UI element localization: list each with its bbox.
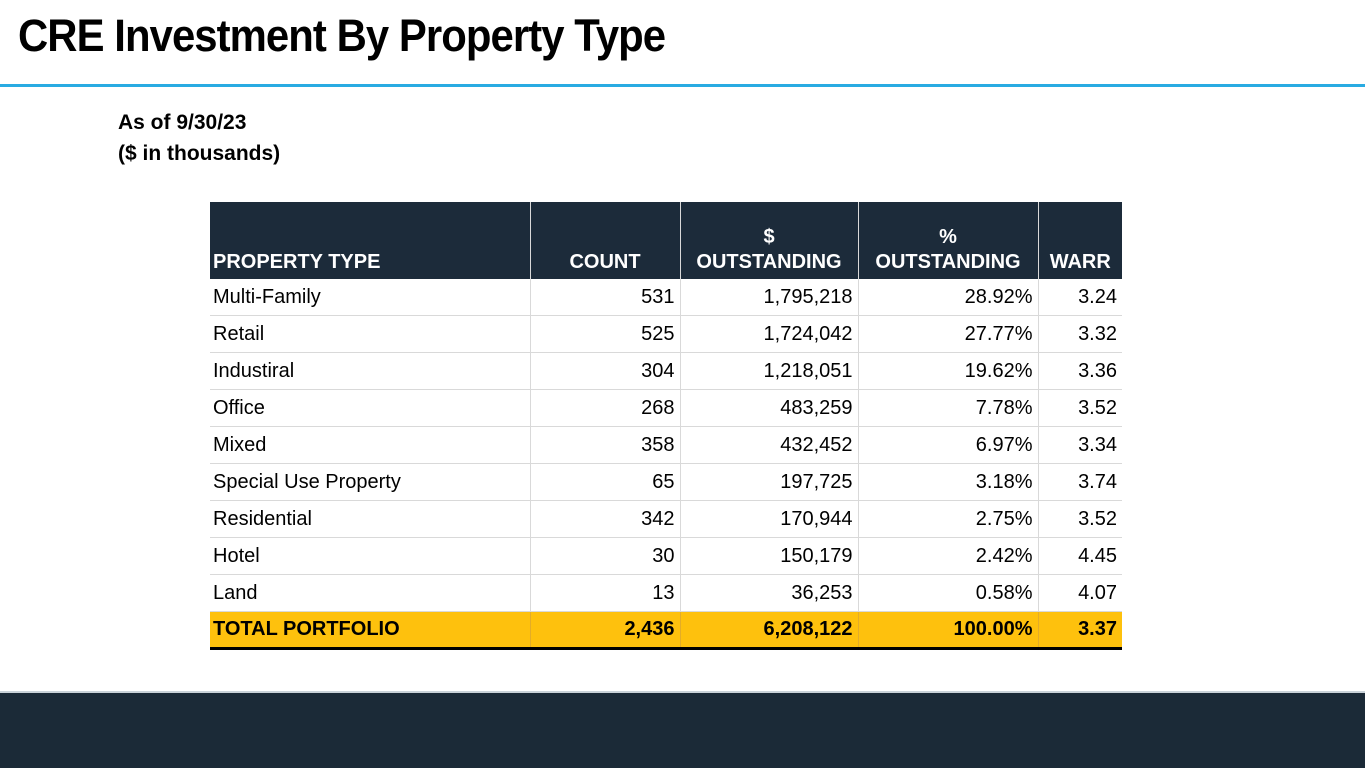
value-cell: 3.74 — [1038, 463, 1122, 501]
portfolio-table: PROPERTY TYPE COUNT $ OUTSTANDING% OUTSTAN… — [210, 202, 1122, 650]
property-type-cell: Residential — [210, 500, 531, 538]
column-header-pct_outstanding: % OUTSTANDING — [858, 202, 1039, 279]
value-cell: 19.62% — [858, 352, 1039, 390]
value-cell: 4.07 — [1038, 574, 1122, 612]
value-cell: 65 — [530, 463, 681, 501]
value-cell: 6.97% — [858, 426, 1039, 464]
property-type-cell: Special Use Property — [210, 463, 531, 501]
value-cell: 2.75% — [858, 500, 1039, 538]
value-cell: 4.45 — [1038, 537, 1122, 575]
total-cell: 2,436 — [530, 611, 681, 650]
table-row: Retail 525 1,724,042 27.77% 3.32 — [210, 315, 1122, 353]
value-cell: 1,218,051 — [680, 352, 859, 390]
page-title: CRE Investment By Property Type — [18, 10, 666, 61]
table-row: Special Use Property 65 197,725 3.18% 3.74 — [210, 463, 1122, 501]
total-cell: 3.37 — [1038, 611, 1122, 650]
subtitle: As of 9/30/23 ($ in thousands) — [118, 107, 280, 169]
value-cell: 36,253 — [680, 574, 859, 612]
value-cell: 197,725 — [680, 463, 859, 501]
value-cell: 0.58% — [858, 574, 1039, 612]
column-header-warr: WARR — [1038, 202, 1122, 279]
title-rule — [0, 84, 1365, 87]
value-cell: 3.52 — [1038, 500, 1122, 538]
value-cell: 3.24 — [1038, 279, 1122, 316]
value-cell: 432,452 — [680, 426, 859, 464]
value-cell: 525 — [530, 315, 681, 353]
total-cell: TOTAL PORTFOLIO — [210, 611, 531, 650]
total-cell: 6,208,122 — [680, 611, 859, 650]
portfolio-table-wrap: PROPERTY TYPE COUNT $ OUTSTANDING% OUTSTAN… — [210, 202, 1122, 650]
value-cell: 358 — [530, 426, 681, 464]
value-cell: 7.78% — [858, 389, 1039, 427]
value-cell: 3.52 — [1038, 389, 1122, 427]
units-note-label: ($ in thousands) — [118, 142, 281, 165]
table-row: Industiral 304 1,218,051 19.62% 3.36 — [210, 352, 1122, 390]
table-header-row: PROPERTY TYPE COUNT $ OUTSTANDING% OUTSTAN… — [210, 202, 1122, 279]
table-row: Residential 342 170,944 2.75% 3.52 — [210, 500, 1122, 538]
table-row: Land 13 36,253 0.58% 4.07 — [210, 574, 1122, 612]
value-cell: 3.34 — [1038, 426, 1122, 464]
as-of-label: As of 9/30/23 — [118, 111, 247, 134]
property-type-cell: Land — [210, 574, 531, 612]
column-header-property_type: PROPERTY TYPE — [210, 202, 531, 279]
table-row: Mixed 358 432,452 6.97% 3.34 — [210, 426, 1122, 464]
footer-bar: Provident Financial Services, Inc. 24 — [0, 691, 1365, 768]
table-row: Multi-Family 531 1,795,218 28.92% 3.24 — [210, 279, 1122, 316]
value-cell: 13 — [530, 574, 681, 612]
value-cell: 170,944 — [680, 500, 859, 538]
column-header-dollar_outstanding: $ OUTSTANDING — [680, 202, 859, 279]
value-cell: 304 — [530, 352, 681, 390]
property-type-cell: Industiral — [210, 352, 531, 390]
table-row: Hotel 30 150,179 2.42% 4.45 — [210, 537, 1122, 575]
property-type-cell: Mixed — [210, 426, 531, 464]
value-cell: 483,259 — [680, 389, 859, 427]
total-row: TOTAL PORTFOLIO 2,436 6,208,122 100.00% 3.37 — [210, 611, 1122, 650]
value-cell: 3.18% — [858, 463, 1039, 501]
property-type-cell: Multi-Family — [210, 279, 531, 316]
table-row: Office 268 483,259 7.78% 3.52 — [210, 389, 1122, 427]
property-type-cell: Office — [210, 389, 531, 427]
value-cell: 28.92% — [858, 279, 1039, 316]
total-cell: 100.00% — [858, 611, 1039, 650]
value-cell: 150,179 — [680, 537, 859, 575]
value-cell: 342 — [530, 500, 681, 538]
value-cell: 268 — [530, 389, 681, 427]
property-type-cell: Hotel — [210, 537, 531, 575]
value-cell: 3.32 — [1038, 315, 1122, 353]
property-type-cell: Retail — [210, 315, 531, 353]
value-cell: 1,795,218 — [680, 279, 859, 316]
value-cell: 531 — [530, 279, 681, 316]
value-cell: 2.42% — [858, 537, 1039, 575]
column-header-count: COUNT — [530, 202, 681, 279]
value-cell: 30 — [530, 537, 681, 575]
value-cell: 27.77% — [858, 315, 1039, 353]
value-cell: 1,724,042 — [680, 315, 859, 353]
value-cell: 3.36 — [1038, 352, 1122, 390]
table-body: Multi-Family 531 1,795,218 28.92% 3.24 Retail… — [210, 279, 1122, 612]
